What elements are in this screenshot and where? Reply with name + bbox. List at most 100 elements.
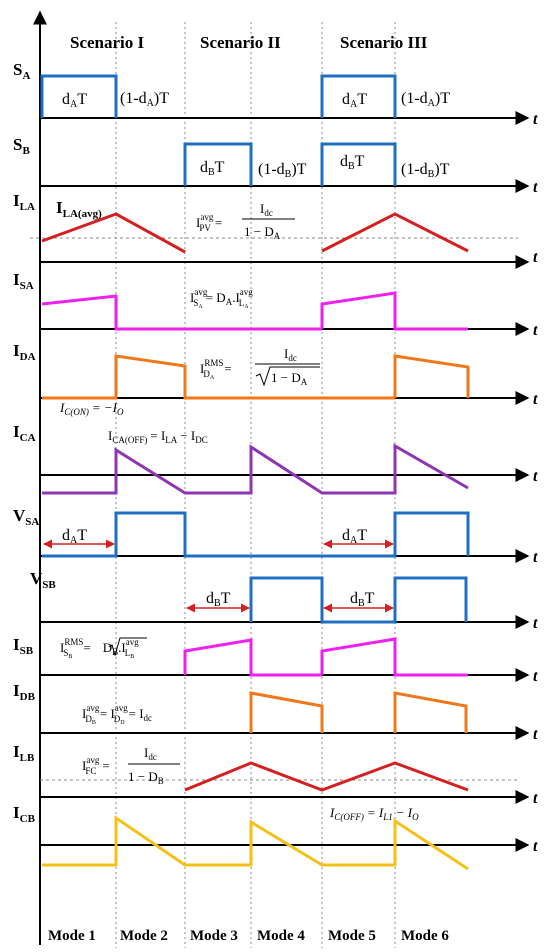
ipv-equation: Iavg PV = Idc 1 − DA — [196, 201, 295, 241]
isa-equation: Iavg SA= DA.Iavg LA — [190, 287, 253, 310]
label-vsb: VSB — [30, 569, 56, 591]
t-labels: t t t t t t t t t t t t — [533, 111, 538, 855]
isa-segment-2 — [320, 291, 468, 331]
mode-label-1: Mode 1 — [48, 928, 96, 944]
ila-ripple-1 — [41, 212, 186, 254]
ica-segment — [42, 443, 469, 495]
sa-pulse-1 — [40, 74, 118, 118]
ida-lhs: IRMS DA= — [200, 358, 232, 381]
vsb-segment — [249, 576, 468, 624]
waveform-vsa — [42, 511, 470, 558]
t-label-vsa: t — [533, 549, 538, 566]
label-sb: SB — [13, 135, 30, 157]
isb-segment-1 — [183, 638, 322, 677]
t-label-icb: t — [533, 838, 538, 855]
waveform-ica — [42, 443, 469, 495]
ida-denominator: 1 − DA — [271, 370, 308, 387]
mode-separators — [115, 22, 396, 948]
label-ila: ILA — [13, 191, 35, 213]
scenario-1-title: Scenario I — [70, 33, 145, 52]
waveform-sa — [40, 74, 397, 118]
vsa-duty-label-2: dAT — [342, 527, 367, 546]
ipv-lhs: Iavg PV = — [196, 212, 222, 233]
mode-labels: Mode 1 Mode 2 Mode 3 Mode 4 Mode 5 Mode … — [48, 928, 449, 944]
isb-equation: IRMS SB= DB.Iavg LB — [60, 637, 139, 660]
mode-label-5: Mode 5 — [328, 928, 376, 944]
mode-label-6: Mode 6 — [401, 928, 449, 944]
icoff-equation: IC(OFF) = IL1− IO — [329, 805, 419, 822]
label-sa: SA — [13, 60, 30, 82]
label-vsa: VSA — [13, 506, 39, 528]
t-label-idb: t — [533, 726, 538, 743]
ida-segment-1 — [42, 354, 395, 400]
sb-duty-off-2: (1-dB)T — [401, 161, 450, 180]
t-label-sa: t — [533, 111, 538, 128]
mode-label-3: Mode 3 — [190, 928, 238, 944]
t-label-ila: t — [533, 249, 538, 266]
isa-segment-1 — [41, 294, 322, 331]
vsb-duty-label-1: dBT — [206, 590, 231, 609]
label-icb: ICB — [13, 803, 36, 825]
waveform-isa — [41, 291, 468, 331]
waveform-sb — [183, 142, 397, 186]
icb-segment — [42, 815, 469, 871]
ida-numerator: Idc — [284, 346, 297, 363]
scenario-2-title: Scenario II — [200, 33, 281, 52]
ipv-denominator: 1 − DA — [244, 224, 281, 241]
label-ida: IDA — [13, 341, 36, 363]
waveform-ila — [41, 212, 469, 254]
ifc-numerator: Idc — [144, 745, 157, 762]
idb-equation: Iavg DB= Iavg DD= Idc — [82, 703, 152, 726]
waveform-isb — [183, 637, 468, 677]
ila-avg-label: ILA(avg) — [56, 198, 102, 220]
vsb-duty-label-2: dBT — [350, 590, 375, 609]
ilb-ripple — [184, 761, 469, 792]
ipv-numerator: Idc — [260, 201, 273, 218]
ifc-equation: Iavg FC = Idc 1 − DB — [82, 745, 180, 786]
waveform-ilb — [184, 761, 469, 792]
sa-duty-on-1: dAT — [62, 91, 87, 110]
sa-duty-on-2: dAT — [342, 91, 367, 110]
waveform-idb — [249, 691, 468, 733]
t-label-vsb: t — [533, 615, 538, 632]
ida-segment-2 — [393, 354, 470, 398]
ifc-lhs: Iavg FC = — [82, 755, 110, 776]
t-label-ilb: t — [533, 790, 538, 807]
t-label-ica: t — [533, 468, 538, 485]
mode-label-2: Mode 2 — [120, 928, 168, 944]
t-label-ida: t — [533, 391, 538, 408]
label-idb: IDB — [13, 681, 36, 703]
sa-duty-off-2: (1-dA)T — [401, 90, 450, 109]
waveform-icb — [42, 815, 469, 871]
ifc-denominator: 1 − DB — [128, 769, 164, 786]
signal-labels: SA SB ILA ISA IDA ICA VSA VSB ISB IDB IL… — [13, 60, 56, 825]
scenario-3-title: Scenario III — [340, 33, 428, 52]
ida-sqrt-sign — [255, 366, 320, 387]
label-ilb: ILB — [13, 742, 35, 764]
ida-equation: IRMS DA= Idc 1 − DA — [200, 346, 320, 387]
vsa-segment — [42, 511, 470, 558]
sb-pulse-1 — [183, 142, 253, 186]
sb-duty-on-1: dBT — [200, 159, 225, 178]
ila-ripple-2 — [321, 212, 469, 253]
label-isa: ISA — [13, 270, 34, 292]
sb-duty-on-2: dBT — [340, 153, 365, 172]
t-label-isa: t — [533, 322, 538, 339]
sb-duty-off-1: (1-dB)T — [258, 161, 307, 180]
vsa-duty-label-1: dAT — [62, 527, 87, 546]
t-label-sb: t — [533, 179, 538, 196]
idb-segment-2 — [393, 691, 468, 733]
mode-label-4: Mode 4 — [257, 928, 305, 944]
sb-pulse-2 — [320, 142, 397, 186]
sa-duty-off-1: (1-dA)T — [120, 90, 169, 109]
label-ica: ICA — [13, 422, 36, 444]
isb-sqrt-sign — [108, 637, 147, 657]
label-isb: ISB — [13, 635, 34, 657]
icon-equation: IC(ON) = −IO — [59, 400, 124, 417]
waveform-ida — [42, 354, 470, 400]
icaoff-equation: ICA(OFF) = ILA − IDC — [108, 428, 208, 445]
idb-segment-1 — [249, 691, 324, 733]
waveform-vsb — [249, 576, 468, 624]
t-label-isb: t — [533, 668, 538, 685]
